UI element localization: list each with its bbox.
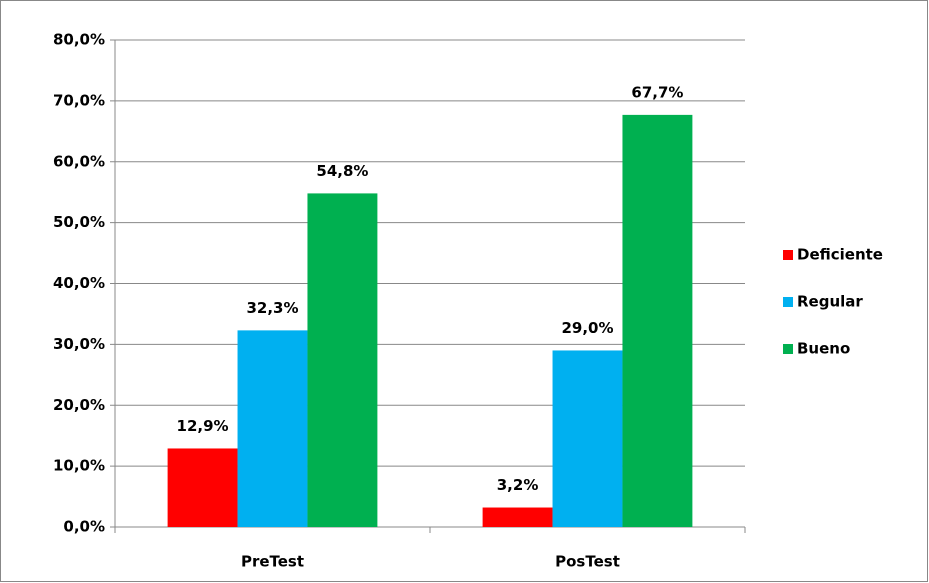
legend-label: Regular	[797, 293, 863, 311]
bar	[552, 350, 623, 527]
bar	[307, 193, 378, 527]
y-tick-label: 30,0%	[53, 335, 105, 353]
y-tick-label: 60,0%	[53, 152, 105, 170]
x-tick-label: PosTest	[555, 553, 620, 571]
bar	[482, 507, 553, 527]
value-label: 32,3%	[246, 299, 298, 317]
y-tick-label: 20,0%	[53, 396, 105, 414]
value-label: 54,8%	[316, 162, 368, 180]
legend-swatch	[783, 250, 793, 260]
legend-label: Deficiente	[797, 246, 883, 264]
value-label: 12,9%	[177, 417, 229, 435]
bar	[237, 330, 308, 527]
y-tick-label: 10,0%	[53, 457, 105, 475]
legend-swatch	[783, 297, 793, 307]
y-tick-label: 0,0%	[63, 518, 105, 536]
bar	[167, 448, 238, 527]
value-label: 3,2%	[497, 476, 539, 494]
y-tick-label: 40,0%	[53, 274, 105, 292]
bar	[622, 114, 693, 527]
x-tick-label: PreTest	[241, 553, 304, 571]
value-label: 67,7%	[631, 83, 683, 101]
y-tick-label: 80,0%	[53, 31, 105, 49]
y-tick-label: 70,0%	[53, 91, 105, 109]
legend-label: Bueno	[797, 340, 850, 358]
value-label: 29,0%	[561, 319, 613, 337]
legend-swatch	[783, 344, 793, 354]
y-tick-label: 50,0%	[53, 213, 105, 231]
